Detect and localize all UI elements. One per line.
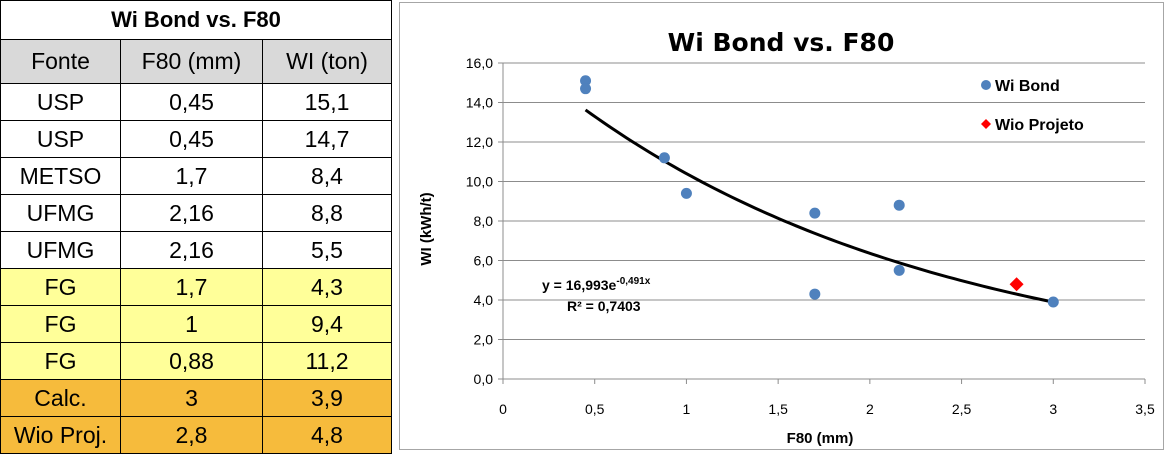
legend-label: Wi Bond — [995, 78, 1060, 95]
cell-wi: 11,2 — [262, 342, 392, 380]
data-point — [580, 83, 592, 95]
legend-marker-diamond — [981, 119, 991, 129]
table-header-row: Fonte F80 (mm) WI (ton) — [0, 39, 392, 84]
cell-f80: 0,45 — [120, 83, 263, 121]
cell-wi: 8,8 — [262, 194, 392, 232]
table-title-row: Wi Bond vs. F80 — [0, 0, 392, 40]
chart-panel: Wi Bond vs. F80 0,0 2,0 4,0 6,0 8,0 10,0 12,0 1… — [399, 2, 1164, 450]
table-row: UFMG 2,16 8,8 — [0, 194, 392, 232]
cell-fonte: UFMG — [0, 194, 121, 232]
data-point — [893, 199, 905, 211]
x-tick-label: 0 — [499, 401, 507, 417]
table-row: UFMG 2,16 5,5 — [0, 231, 392, 269]
cell-fonte: METSO — [0, 157, 121, 195]
x-tick-label: 1,5 — [768, 401, 788, 417]
cell-wi: 8,4 — [262, 157, 392, 195]
table-row: FG 1,7 4,3 — [0, 268, 392, 306]
trendline — [584, 108, 1054, 304]
data-point — [893, 264, 905, 276]
y-tick-label: 6,0 — [474, 253, 494, 269]
table-row: Calc. 3 3,9 — [0, 379, 392, 417]
y-tick-label: 16,0 — [466, 55, 493, 71]
table-title: Wi Bond vs. F80 — [0, 0, 392, 40]
table-row: FG 0,88 11,2 — [0, 342, 392, 380]
cell-fonte: UFMG — [0, 231, 121, 269]
cell-wi: 3,9 — [262, 379, 392, 417]
data-points — [580, 75, 1059, 308]
cell-wi: 9,4 — [262, 305, 392, 343]
x-tick-label: 1 — [683, 401, 691, 417]
y-axis-title: WI (kWh/t) — [418, 192, 435, 265]
cell-fonte: FG — [0, 342, 121, 380]
x-tick-label: 2 — [866, 401, 874, 417]
x-tick-label: 0,5 — [585, 401, 605, 417]
trendline-equation: y = 16,993e-0,491x R² = 0,7403 — [542, 276, 651, 314]
cell-wi: 15,1 — [262, 83, 392, 121]
y-tick-label: 2,0 — [474, 332, 494, 348]
table-row: Wio Proj. 2,8 4,8 — [0, 416, 392, 454]
cell-fonte: USP — [0, 120, 121, 158]
cell-f80: 1 — [120, 305, 263, 343]
equation-exponent: -0,491x — [616, 276, 650, 287]
data-point — [809, 288, 821, 300]
table-row: USP 0,45 15,1 — [0, 83, 392, 121]
chart-svg: Wi Bond vs. F80 0,0 2,0 4,0 6,0 8,0 10,0 12,0 1… — [418, 28, 1155, 447]
r-squared: R² = 0,7403 — [567, 298, 641, 314]
header-wi: WI (ton) — [262, 39, 392, 84]
cell-fonte: Calc. — [0, 379, 121, 417]
x-tick-label: 3 — [1049, 401, 1057, 417]
legend-label: Wio Projeto — [995, 117, 1084, 134]
data-point — [680, 187, 692, 199]
cell-fonte: Wio Proj. — [0, 416, 121, 454]
y-tick-label: 4,0 — [474, 292, 494, 308]
legend-marker — [981, 80, 991, 90]
cell-fonte: FG — [0, 268, 121, 306]
cell-fonte: USP — [0, 83, 121, 121]
cell-fonte: FG — [0, 305, 121, 343]
data-point — [580, 75, 592, 87]
equation-base: y = 16,993e — [542, 277, 617, 293]
data-point — [658, 152, 670, 164]
y-tick-label: 0,0 — [474, 371, 494, 387]
x-axis-title: F80 (mm) — [787, 430, 854, 447]
header-f80: F80 (mm) — [120, 39, 263, 84]
data-table: Wi Bond vs. F80 Fonte F80 (mm) WI (ton) … — [0, 0, 392, 454]
x-tick-label: 2,5 — [952, 401, 972, 417]
y-tick-label: 10,0 — [466, 174, 493, 190]
axes — [502, 63, 1145, 380]
cell-wi: 5,5 — [262, 231, 392, 269]
svg-text:y = 16,993e-0,491x: y = 16,993e-0,491x — [542, 276, 651, 293]
cell-f80: 0,45 — [120, 120, 263, 158]
cell-wi: 4,8 — [262, 416, 392, 454]
y-tick-label: 8,0 — [474, 213, 494, 229]
legend: Wi Bond Wio Projeto — [981, 78, 1084, 134]
y-tick-label: 14,0 — [466, 95, 493, 111]
header-fonte: Fonte — [0, 39, 121, 84]
data-point-diamond — [1009, 277, 1024, 292]
table-row: METSO 1,7 8,4 — [0, 157, 392, 195]
table-row: USP 0,45 14,7 — [0, 120, 392, 158]
table-row: FG 1 9,4 — [0, 305, 392, 343]
chart-title: Wi Bond vs. F80 — [668, 28, 895, 57]
data-point — [1047, 296, 1059, 308]
data-point — [809, 207, 821, 219]
y-tick-labels: 0,0 2,0 4,0 6,0 8,0 10,0 12,0 14,0 16,0 — [466, 55, 493, 387]
cell-f80: 2,16 — [120, 194, 263, 232]
cell-f80: 3 — [120, 379, 263, 417]
cell-f80: 1,7 — [120, 157, 263, 195]
x-tick-label: 3,5 — [1135, 401, 1155, 417]
cell-wi: 4,3 — [262, 268, 392, 306]
cell-wi: 14,7 — [262, 120, 392, 158]
y-tick-label: 12,0 — [466, 134, 493, 150]
grid-lines — [498, 62, 1146, 384]
cell-f80: 2,16 — [120, 231, 263, 269]
cell-f80: 2,8 — [120, 416, 263, 454]
x-tick-labels: 0 0,5 1 1,5 2 2,5 3 3,5 — [499, 401, 1155, 417]
cell-f80: 1,7 — [120, 268, 263, 306]
cell-f80: 0,88 — [120, 342, 263, 380]
